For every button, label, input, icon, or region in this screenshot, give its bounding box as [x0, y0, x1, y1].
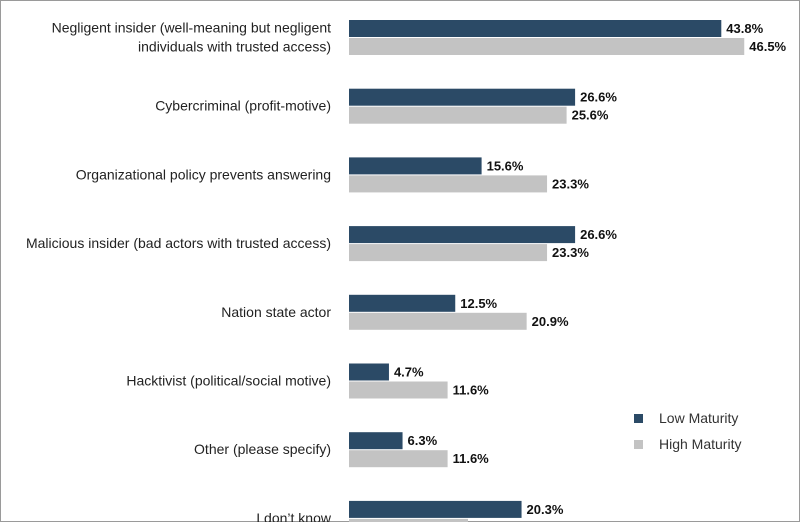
category-label: Other (please specify)	[194, 441, 331, 457]
value-label-high-maturity: 23.3%	[552, 245, 589, 260]
value-label-low-maturity: 26.6%	[580, 90, 617, 105]
bar-low-maturity	[349, 157, 482, 175]
value-label-low-maturity: 15.6%	[487, 158, 524, 173]
value-label-high-maturity: 14.0%	[473, 520, 510, 522]
value-label-high-maturity: 46.5%	[749, 39, 786, 54]
category-label: Negligent insider (well-meaning but negl…	[52, 20, 331, 36]
bar-low-maturity	[349, 226, 576, 244]
legend-swatch-low-maturity	[634, 413, 643, 423]
bar-high-maturity	[349, 312, 527, 330]
category-label: individuals with trusted access)	[138, 39, 331, 55]
bar-high-maturity	[349, 450, 448, 468]
category-label: Cybercriminal (profit-motive)	[155, 98, 331, 114]
category-label: Nation state actor	[221, 304, 331, 320]
bar-high-maturity	[349, 106, 567, 124]
category-label: Hacktivist (political/social motive)	[126, 373, 331, 389]
bar-low-maturity	[349, 88, 576, 106]
bar-low-maturity	[349, 432, 403, 450]
bar-high-maturity	[349, 38, 745, 55]
value-label-low-maturity: 4.7%	[394, 365, 424, 380]
value-label-low-maturity: 43.8%	[726, 21, 763, 36]
bar-high-maturity	[349, 518, 468, 522]
value-label-high-maturity: 20.9%	[532, 314, 569, 329]
bar-high-maturity	[349, 175, 548, 193]
value-label-high-maturity: 11.6%	[453, 383, 490, 398]
bar-low-maturity	[349, 500, 522, 518]
value-label-low-maturity: 6.3%	[408, 433, 438, 448]
legend: Low Maturity High Maturity	[634, 405, 741, 457]
value-label-low-maturity: 20.3%	[527, 502, 564, 517]
value-label-high-maturity: 23.3%	[552, 176, 589, 191]
category-label: Organizational policy prevents answering	[76, 166, 331, 182]
value-label-high-maturity: 25.6%	[572, 108, 609, 123]
legend-label-low-maturity: Low Maturity	[659, 410, 739, 426]
value-label-low-maturity: 12.5%	[460, 296, 497, 311]
legend-label-high-maturity: High Maturity	[659, 436, 742, 452]
legend-item-low-maturity: Low Maturity	[634, 405, 741, 431]
category-label: Malicious insider (bad actors with trust…	[26, 235, 331, 251]
bar-high-maturity	[349, 244, 548, 262]
value-label-low-maturity: 26.6%	[580, 227, 617, 242]
category-label: I don’t know	[256, 510, 332, 522]
legend-item-high-maturity: High Maturity	[634, 431, 741, 457]
legend-swatch-high-maturity	[634, 439, 643, 449]
bar-low-maturity	[349, 20, 722, 37]
bar-high-maturity	[349, 381, 448, 399]
value-label-high-maturity: 11.6%	[453, 451, 490, 466]
bar-low-maturity	[349, 363, 389, 381]
bar-low-maturity	[349, 294, 456, 312]
